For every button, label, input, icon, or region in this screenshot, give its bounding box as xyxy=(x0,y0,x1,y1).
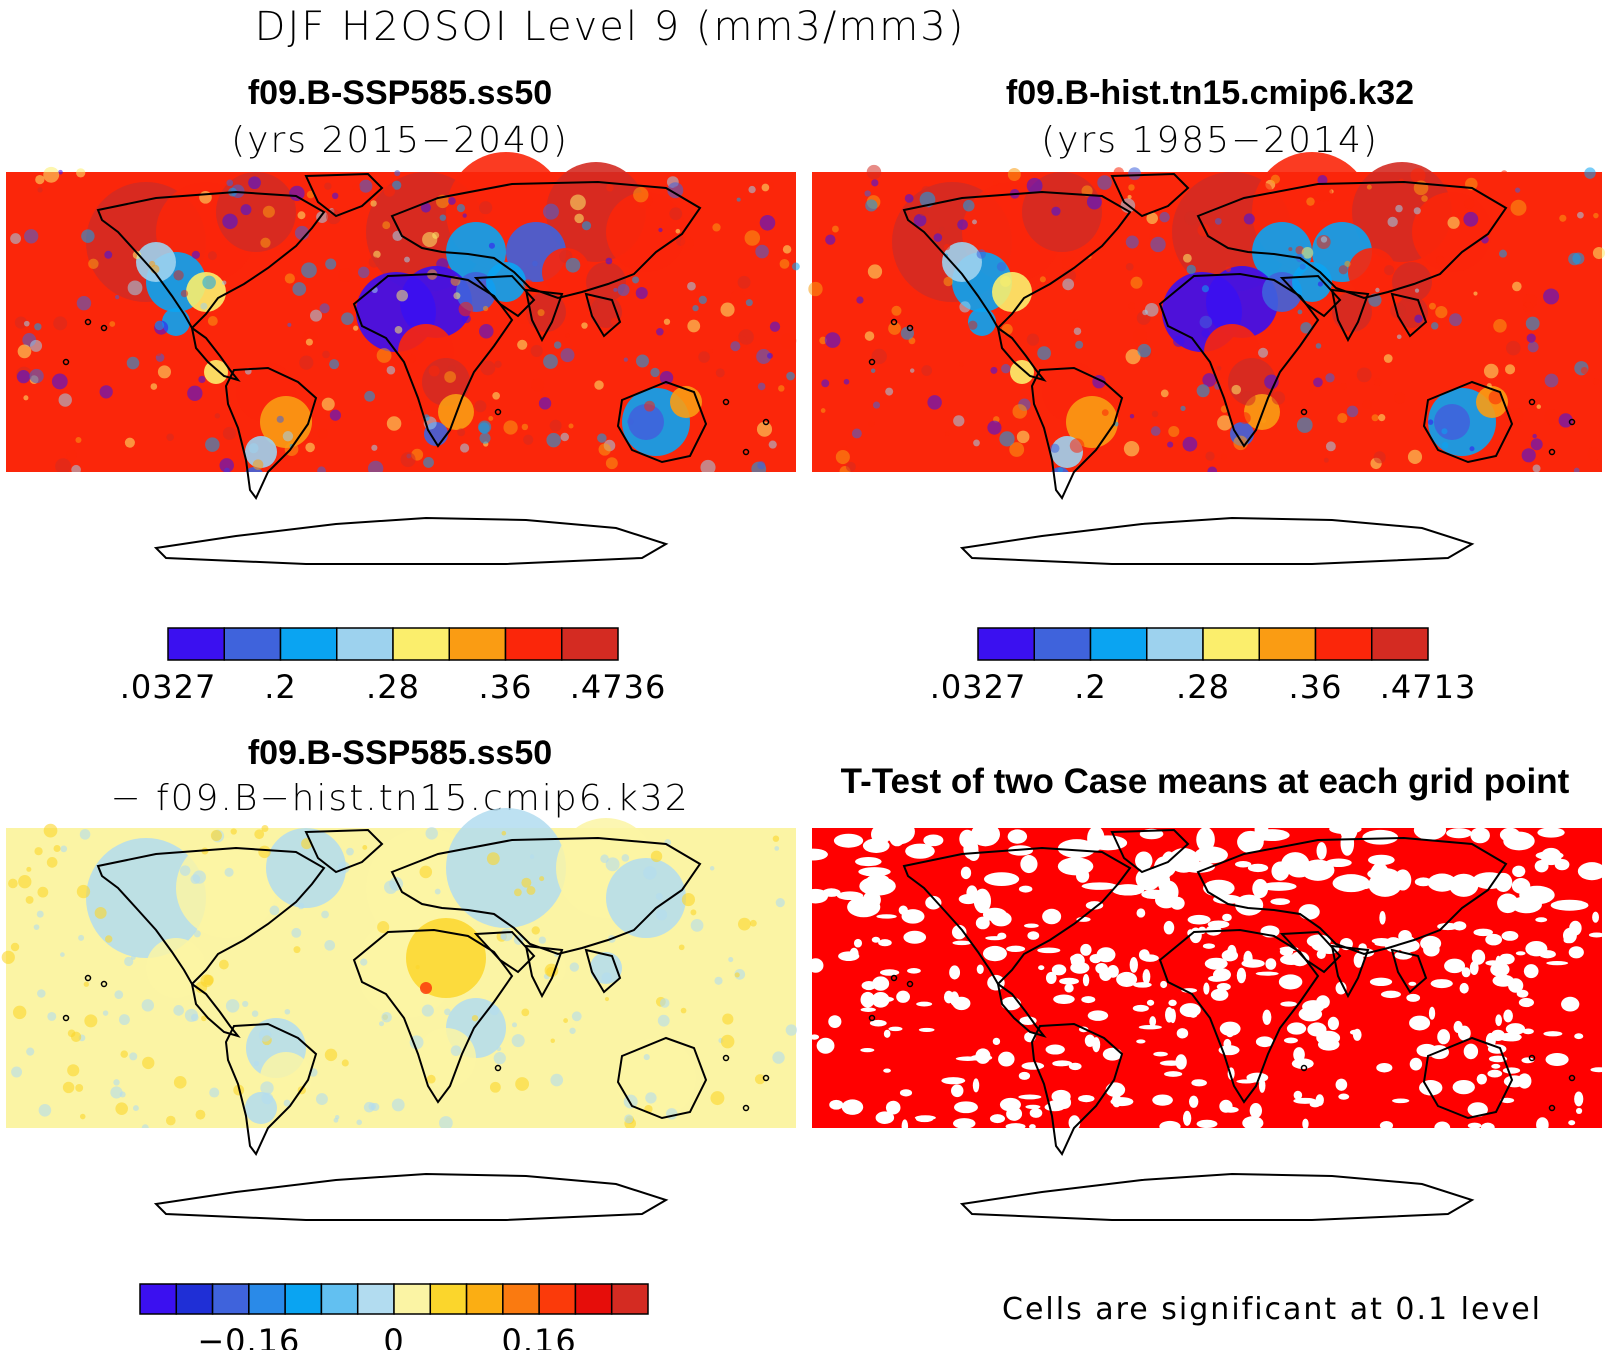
colorbar-swatch xyxy=(139,1283,178,1315)
colorbar-tick-label: .4713 xyxy=(1380,668,1477,706)
colorbar-swatch xyxy=(504,627,563,661)
colorbar-swatch xyxy=(977,627,1035,661)
colorbar-swatch xyxy=(1371,627,1429,661)
colorbar-swatch xyxy=(356,1283,395,1315)
panel-title-case2: f09.B-hist.tn15.cmip6.k32 xyxy=(1005,74,1415,112)
colorbar-swatch xyxy=(279,627,338,661)
colorbar-swatch xyxy=(1146,627,1204,661)
colorbar-swatch xyxy=(211,1283,250,1315)
colorbar-case2: .0327 .2 .28 .36 .4713 xyxy=(930,627,1475,706)
colorbar-tick-label: .28 xyxy=(366,668,420,706)
significance-note: Cells are significant at 0.1 level xyxy=(1002,1292,1543,1327)
colorbar-swatch xyxy=(502,1283,540,1315)
colorbar-swatch xyxy=(1033,627,1092,661)
colorbar-diff: −0.16 0 0.16 xyxy=(139,1283,649,1350)
colorbar-swatch xyxy=(393,1283,432,1315)
colorbar-swatch xyxy=(448,627,507,661)
colorbar-swatch xyxy=(1089,627,1148,661)
colorbar-swatch xyxy=(1314,627,1373,661)
colorbar-swatch xyxy=(248,1283,286,1315)
colorbar-swatch xyxy=(1202,627,1260,661)
panel-title-ttest: T-Test of two Case means at each grid po… xyxy=(840,762,1570,801)
colorbar-swatch xyxy=(561,627,619,661)
colorbar-case1: .0327 .2 .28 .36 .4736 xyxy=(120,627,665,706)
panel-title-diff: f09.B-SSP585.ss50 xyxy=(247,734,553,772)
panel-title-case1: f09.B-SSP585.ss50 xyxy=(247,74,553,112)
colorbar-swatch xyxy=(538,1283,577,1315)
colorbar-tick-label: .4736 xyxy=(570,668,667,706)
colorbar-tick-label: .2 xyxy=(264,668,297,706)
colorbar-swatch xyxy=(320,1283,359,1315)
panel-subtitle-diff: − f09.B−hist.tn15.cmip6.k32 xyxy=(110,778,690,819)
colorbar-tick-label: −0.16 xyxy=(197,1322,300,1350)
colorbar-tick-label: 0.16 xyxy=(502,1322,577,1350)
colorbar-swatch xyxy=(167,627,225,661)
colorbar-tick-label: .0327 xyxy=(120,668,217,706)
colorbar-swatch xyxy=(1258,627,1317,661)
map-diff xyxy=(1,808,798,1226)
figure-title: DJF H2OSOI Level 9 (mm3/mm3) xyxy=(254,4,966,50)
colorbar-swatch xyxy=(429,1283,468,1315)
colorbar-swatch xyxy=(175,1283,214,1315)
colorbar-tick-label: .28 xyxy=(1176,668,1230,706)
colorbar-swatch xyxy=(223,627,282,661)
colorbar-swatch xyxy=(284,1283,323,1315)
map-case2 xyxy=(808,152,1606,570)
colorbar-swatch xyxy=(465,1283,504,1315)
colorbar-tick-label: 0 xyxy=(383,1322,404,1350)
panel-subtitle-case2: (yrs 1985−2014) xyxy=(1041,120,1379,161)
map-ttest xyxy=(798,816,1606,1226)
colorbar-swatch xyxy=(336,627,394,661)
colorbar-tick-label: .36 xyxy=(479,668,533,706)
colorbar-swatch xyxy=(610,1283,649,1315)
map-case1 xyxy=(6,152,800,570)
colorbar-swatch xyxy=(574,1283,613,1315)
colorbar-tick-label: .2 xyxy=(1074,668,1107,706)
colorbar-swatch xyxy=(392,627,450,661)
panel-subtitle-case1: (yrs 2015−2040) xyxy=(231,120,569,161)
colorbar-tick-label: .36 xyxy=(1289,668,1343,706)
colorbar-tick-label: .0327 xyxy=(930,668,1027,706)
